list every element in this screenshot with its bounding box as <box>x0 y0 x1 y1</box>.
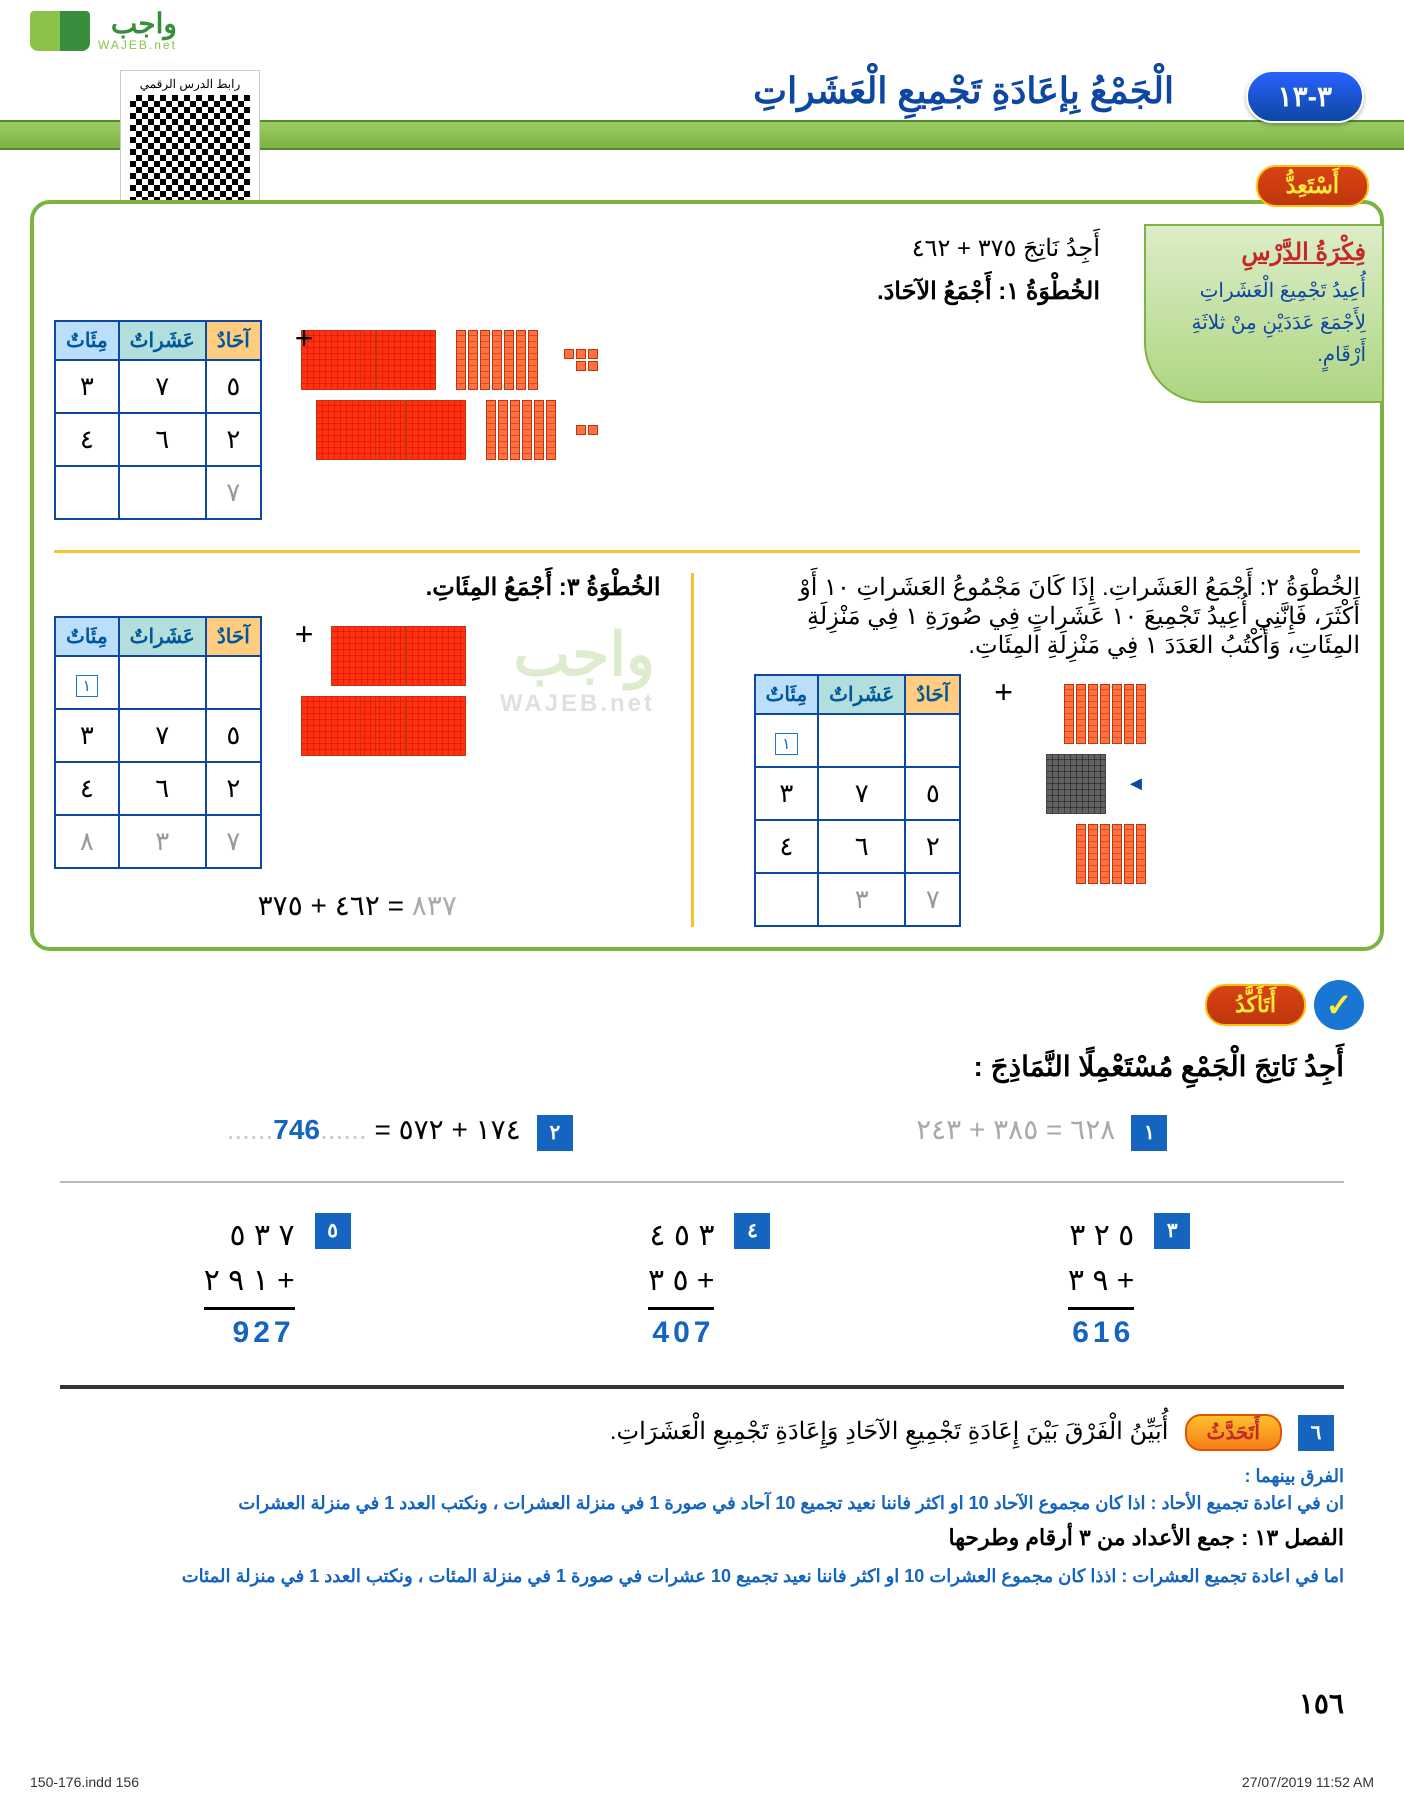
step2-text: الخُطْوَةُ ٢: أَجْمَعُ العَشَراتِ. إِذَا… <box>754 573 1361 660</box>
step1-label: الخُطْوَةُ ١: أَجْمَعُ الآحَادَ. <box>877 278 1100 305</box>
problem-1-badge: ١ <box>1131 1115 1167 1151</box>
example-intro: أَجِدُ نَاتِجَ ٣٧٥ + ٤٦٢ <box>54 234 1100 263</box>
step3-column: الخُطْوَةُ ٣: أَجْمَعُ المِئَاتِ. + آحَا… <box>54 573 694 927</box>
place-value-table-1: آحَادٌعَشَراتٌمِئَاتٌ ٥٧٣ ٢٦٤ ٧ <box>54 320 262 520</box>
talk-badge: أَتَحَدَّثُ <box>1185 1414 1282 1451</box>
problem-4: ٣ ٥ ٤ ٥ ٣ + 407 <box>648 1213 714 1355</box>
problem-5: ٧ ٣ ٥ ١ ٩ ٢ + 927 <box>204 1213 295 1355</box>
exercises-title: أَجِدُ نَاتِجَ الْجَمْعِ مُسْتَعْمِلًا ا… <box>60 1050 1344 1083</box>
page-container: واجب WAJEB.net ٣-١٣ الْجَمْعُ بِإعَادَةِ… <box>0 0 1404 1800</box>
qr-code-icon <box>130 95 250 215</box>
idea-text: أُعِيدُ تَجْمِيعَ الْعَشَراتِ لِأَجْمَعَ… <box>1162 275 1366 371</box>
idea-title: فِكْرَةُ الدَّرْسِ <box>1162 238 1366 267</box>
answer-notes: الفرق بينهما : ان في اعادة تجميع الأحاد … <box>60 1463 1344 1517</box>
example-step1: أَجِدُ نَاتِجَ ٣٧٥ + ٤٦٢ الخُطْوَةُ ١: أ… <box>54 234 1100 520</box>
qr-caption-top: رابط الدرس الرقمي <box>127 77 253 91</box>
divider <box>54 550 1360 553</box>
problem-2-badge: ٢ <box>537 1115 573 1151</box>
exercises-section: أَجِدُ نَاتِجَ الْجَمْعِ مُسْتَعْمِلًا ا… <box>60 1050 1344 1590</box>
lesson-title: الْجَمْعُ بِإعَادَةِ تَجْمِيعِ الْعَشَرا… <box>753 70 1174 112</box>
exercise-row-1: ......746...... = ١٧٤ + ٥٧٢ ٢ ٦٢٨ = ٣٨٥ … <box>60 1113 1344 1151</box>
blocks-375 <box>346 320 598 470</box>
page-number: ١٥٦ <box>1299 1687 1344 1720</box>
logo: واجب WAJEB.net <box>30 10 177 52</box>
example-box: فِكْرَةُ الدَّرْسِ أُعِيدُ تَجْمِيعَ الْ… <box>30 200 1384 951</box>
exercise-row-2: ٧ ٣ ٥ ١ ٩ ٢ + 927 ٥ ٣ ٥ ٤ ٥ ٣ + 407 ٤ ٥ … <box>60 1213 1344 1355</box>
place-value-table-2: آحَادٌعَشَراتٌمِئَاتٌ ١ ٥٧٣ ٢٦٤ ٧٣ <box>754 674 962 927</box>
lesson-idea-panel: فِكْرَةُ الدَّرْسِ أُعِيدُ تَجْمِيعَ الْ… <box>1144 224 1384 403</box>
logo-subtext: WAJEB.net <box>98 38 177 52</box>
step1-visual: + آحَادٌعَشَراتٌمِئَاتٌ ٥٧٣ ٢٦٤ ٧ <box>54 320 1100 520</box>
lesson-number-badge: ٣-١٣ <box>1246 70 1364 123</box>
plus-icon: + <box>287 320 322 357</box>
check-section-badge: ✓ أَتَأَكَّدُ <box>1205 980 1364 1030</box>
problem-3: ٥ ٢ ٣ ٩ ٣ + 616 <box>1068 1213 1134 1355</box>
checkmark-icon: ✓ <box>1314 980 1364 1030</box>
check-label: أَتَأَكَّدُ <box>1205 984 1306 1026</box>
final-equation: ٨٣٧ = ٤٦٢ + ٣٧٥ <box>54 889 661 922</box>
prepare-badge: أَسْتَعِدُّ <box>1256 165 1369 207</box>
steps-2-3: الخُطْوَةُ ٢: أَجْمَعُ العَشَراتِ. إِذَا… <box>54 573 1360 927</box>
blocks-step2: ◄ <box>1046 674 1146 894</box>
step2-column: الخُطْوَةُ ٢: أَجْمَعُ العَشَراتِ. إِذَا… <box>754 573 1361 927</box>
print-footer: 150-176.indd 156 27/07/2019 11:52 AM <box>30 1774 1374 1790</box>
problem-6: ٦ أَتَحَدَّثُ أُبَيِّنُ الْفَرْقَ بَيْنَ… <box>60 1414 1344 1451</box>
place-value-table-3: آحَادٌعَشَراتٌمِئَاتٌ ١ ٥٧٣ ٢٦٤ ٧٣٨ <box>54 616 262 869</box>
logo-text: واجب <box>98 10 177 38</box>
book-icon <box>30 11 90 51</box>
blocks-step3 <box>346 616 466 766</box>
